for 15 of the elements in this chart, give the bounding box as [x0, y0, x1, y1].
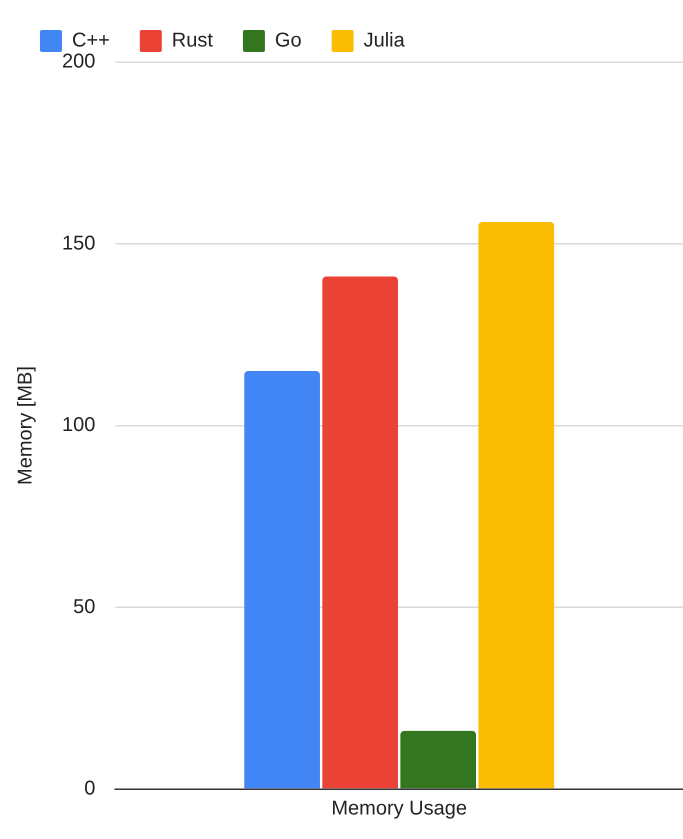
bar [322, 276, 398, 788]
x-tick-label: Memory Usage [331, 798, 467, 820]
bar [400, 730, 476, 788]
legend-label: Go [274, 30, 302, 52]
legend-label: Julia [364, 30, 406, 52]
bar [478, 222, 554, 788]
legend-label: C++ [72, 30, 110, 52]
y-tick-label: 100 [62, 414, 96, 436]
y-tick-label: 150 [62, 232, 96, 254]
bar [244, 370, 320, 788]
y-tick-label: 200 [62, 50, 96, 73]
y-tick-label: 0 [84, 778, 96, 800]
y-tick-label: 50 [73, 596, 96, 618]
y-axis-title: Memory [MB] [14, 366, 37, 485]
legend-label: Rust [172, 30, 214, 52]
